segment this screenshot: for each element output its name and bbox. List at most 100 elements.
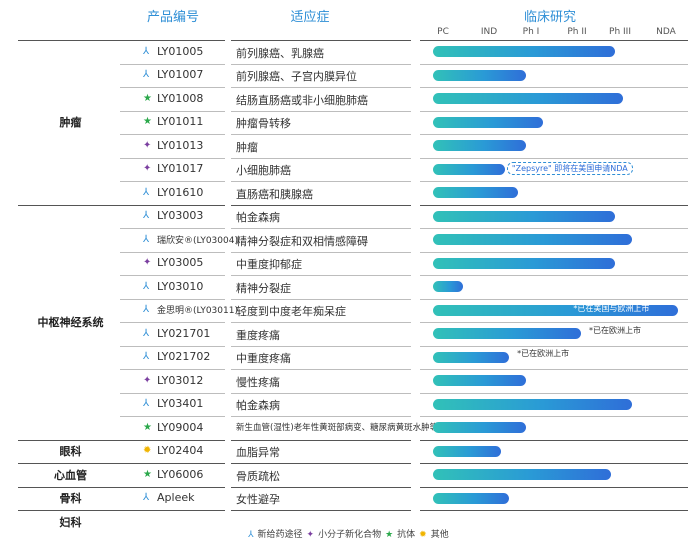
triangle-icon: ⅄ (248, 530, 254, 540)
stage-label: Ph III (609, 27, 631, 37)
legend-label: 新给药途径 (257, 530, 303, 540)
row-divider (231, 63, 411, 65)
row-divider (231, 369, 411, 370)
row-divider (18, 486, 123, 488)
row-divider (420, 345, 688, 347)
product-code: LY01011 (157, 115, 204, 129)
row-divider (420, 510, 688, 511)
row-divider (420, 298, 688, 300)
stage-label: NDA (656, 27, 676, 37)
row-divider (120, 439, 225, 441)
header-divider (420, 40, 688, 41)
row-divider (231, 463, 411, 464)
bar-annotation: *已在欧洲上市 (589, 325, 642, 335)
triangle-icon: ⅄ (143, 304, 150, 316)
indication-label: 前列腺癌、子宫内膜异位 (236, 70, 357, 84)
pipeline-bar (433, 257, 615, 269)
product-code: LY03012 (157, 373, 204, 387)
indication-label: 女性避孕 (236, 493, 280, 507)
product-code: LY021702 (157, 350, 211, 364)
indication-label: 帕金森病 (236, 399, 280, 413)
pipeline-bar (433, 210, 615, 222)
product-code: LY01610 (157, 185, 204, 199)
bar-annotation: "Zepsyre" 即将在美国申请NDA (506, 162, 633, 176)
indication-label: 慢性疼痛 (236, 375, 280, 389)
category-label: 中枢神经系统 (37, 316, 104, 329)
product-code: LY03003 (157, 209, 204, 223)
category-label: 骨科 (59, 492, 82, 506)
pipeline-bar (433, 116, 543, 128)
row-divider (420, 369, 688, 370)
row-divider (120, 134, 225, 135)
header-indication: 适应症 (290, 10, 330, 25)
triangle-icon: ⅄ (143, 69, 150, 81)
category-label: 肿瘤 (59, 116, 82, 130)
header-divider (120, 40, 225, 41)
indication-label: 精神分裂症和双相情感障碍 (236, 234, 368, 248)
stage-label: IND (480, 27, 498, 37)
pipeline-bar (433, 375, 527, 387)
cross-icon: ✦ (143, 374, 152, 386)
row-divider (420, 275, 688, 276)
row-divider (120, 369, 225, 370)
triangle-icon: ⅄ (143, 351, 150, 363)
row-divider (18, 463, 123, 464)
row-divider (120, 251, 225, 253)
product-code: LY09004 (157, 420, 204, 434)
pipeline-bar (433, 469, 611, 481)
indication-label: 血脂异常 (236, 446, 280, 460)
row-divider (120, 157, 225, 159)
row-divider (120, 322, 225, 323)
triangle-icon: ⅄ (143, 210, 150, 222)
header-divider (18, 40, 123, 41)
sun-icon: ✹ (419, 530, 427, 540)
pipeline-bar (433, 93, 624, 105)
header-clinical: 临床研究 (523, 10, 576, 25)
row-divider (120, 298, 225, 300)
row-divider (420, 63, 688, 65)
header-product: 产品编号 (146, 10, 199, 25)
triangle-icon: ⅄ (143, 233, 150, 245)
row-divider (231, 251, 411, 253)
row-divider (231, 157, 411, 159)
product-code: LY01008 (157, 91, 204, 105)
product-code: Apleek (157, 491, 195, 505)
product-code: LY06006 (157, 467, 204, 481)
cross-icon: ✦ (143, 163, 152, 175)
star-icon: ★ (143, 468, 152, 480)
pipeline-bar (433, 140, 527, 152)
pipeline-bar (433, 69, 527, 81)
pipeline-bar (433, 163, 505, 175)
row-divider (420, 486, 688, 488)
stage-label: PC (437, 27, 449, 37)
row-divider (420, 251, 688, 253)
indication-label: 新生血管(湿性)老年性黄斑部病变、糖尿病黄斑水肿等 (236, 422, 439, 433)
row-divider (231, 275, 411, 276)
cross-icon: ✦ (143, 257, 152, 269)
pipeline-bar (433, 281, 463, 293)
product-code: LY021701 (157, 326, 211, 340)
indication-label: 中重度疼痛 (236, 352, 291, 366)
triangle-icon: ⅄ (143, 398, 150, 410)
row-divider (420, 87, 688, 88)
cross-icon: ✦ (143, 139, 152, 151)
sun-icon: ✹ (143, 445, 152, 457)
pipeline-bar (433, 304, 679, 316)
row-divider (231, 322, 411, 323)
indication-label: 前列腺癌、乳腺癌 (236, 46, 324, 60)
triangle-icon: ⅄ (143, 492, 150, 504)
pipeline-bar (433, 46, 615, 58)
product-code: 金思明®(LY03011) (157, 306, 238, 317)
pipeline-bar (433, 187, 518, 199)
row-divider (231, 134, 411, 135)
row-divider (231, 416, 411, 417)
legend-label: 抗体 (397, 530, 416, 540)
row-divider (231, 392, 411, 394)
bar-annotation: *已在欧洲上市 (517, 349, 570, 359)
indication-label: 中重度抑郁症 (236, 258, 302, 272)
row-divider (120, 416, 225, 417)
row-divider (231, 181, 411, 182)
category-label: 心血管 (54, 468, 87, 482)
star-icon: ★ (143, 92, 152, 104)
product-code: LY01013 (157, 138, 204, 152)
